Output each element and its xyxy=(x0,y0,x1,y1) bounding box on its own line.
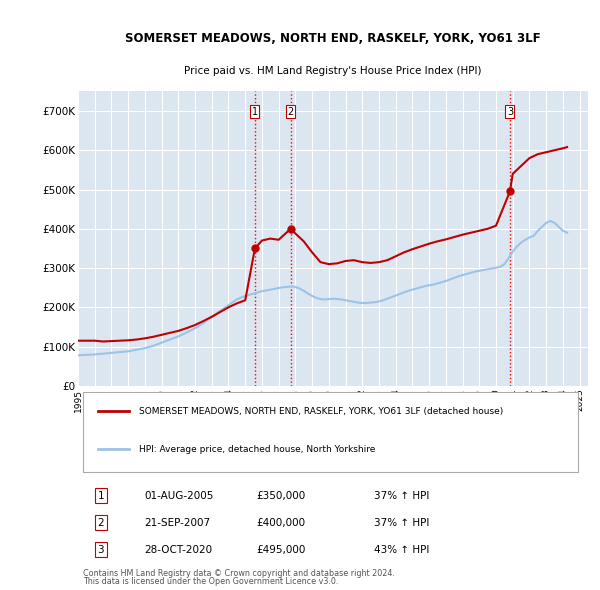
Text: 37% ↑ HPI: 37% ↑ HPI xyxy=(374,491,429,501)
Text: £400,000: £400,000 xyxy=(257,518,305,528)
Text: 2: 2 xyxy=(287,107,294,117)
Text: £495,000: £495,000 xyxy=(257,545,306,555)
Text: Price paid vs. HM Land Registry's House Price Index (HPI): Price paid vs. HM Land Registry's House … xyxy=(184,65,482,76)
Text: 21-SEP-2007: 21-SEP-2007 xyxy=(145,518,211,528)
Text: 1: 1 xyxy=(252,107,258,117)
Text: 43% ↑ HPI: 43% ↑ HPI xyxy=(374,545,429,555)
FancyBboxPatch shape xyxy=(83,392,578,472)
Text: 3: 3 xyxy=(507,107,513,117)
Text: 2: 2 xyxy=(98,518,104,528)
Text: 28-OCT-2020: 28-OCT-2020 xyxy=(145,545,212,555)
Text: Contains HM Land Registry data © Crown copyright and database right 2024.: Contains HM Land Registry data © Crown c… xyxy=(83,569,395,578)
Bar xyxy=(502,91,518,386)
Text: HPI: Average price, detached house, North Yorkshire: HPI: Average price, detached house, Nort… xyxy=(139,445,376,454)
Text: 01-AUG-2005: 01-AUG-2005 xyxy=(145,491,214,501)
Text: This data is licensed under the Open Government Licence v3.0.: This data is licensed under the Open Gov… xyxy=(83,578,338,586)
Text: 37% ↑ HPI: 37% ↑ HPI xyxy=(374,518,429,528)
Text: SOMERSET MEADOWS, NORTH END, RASKELF, YORK, YO61 3LF: SOMERSET MEADOWS, NORTH END, RASKELF, YO… xyxy=(125,32,541,45)
Text: 1: 1 xyxy=(98,491,104,501)
Bar xyxy=(255,91,290,386)
Text: SOMERSET MEADOWS, NORTH END, RASKELF, YORK, YO61 3LF (detached house): SOMERSET MEADOWS, NORTH END, RASKELF, YO… xyxy=(139,407,503,416)
Text: 3: 3 xyxy=(98,545,104,555)
Text: £350,000: £350,000 xyxy=(257,491,306,501)
